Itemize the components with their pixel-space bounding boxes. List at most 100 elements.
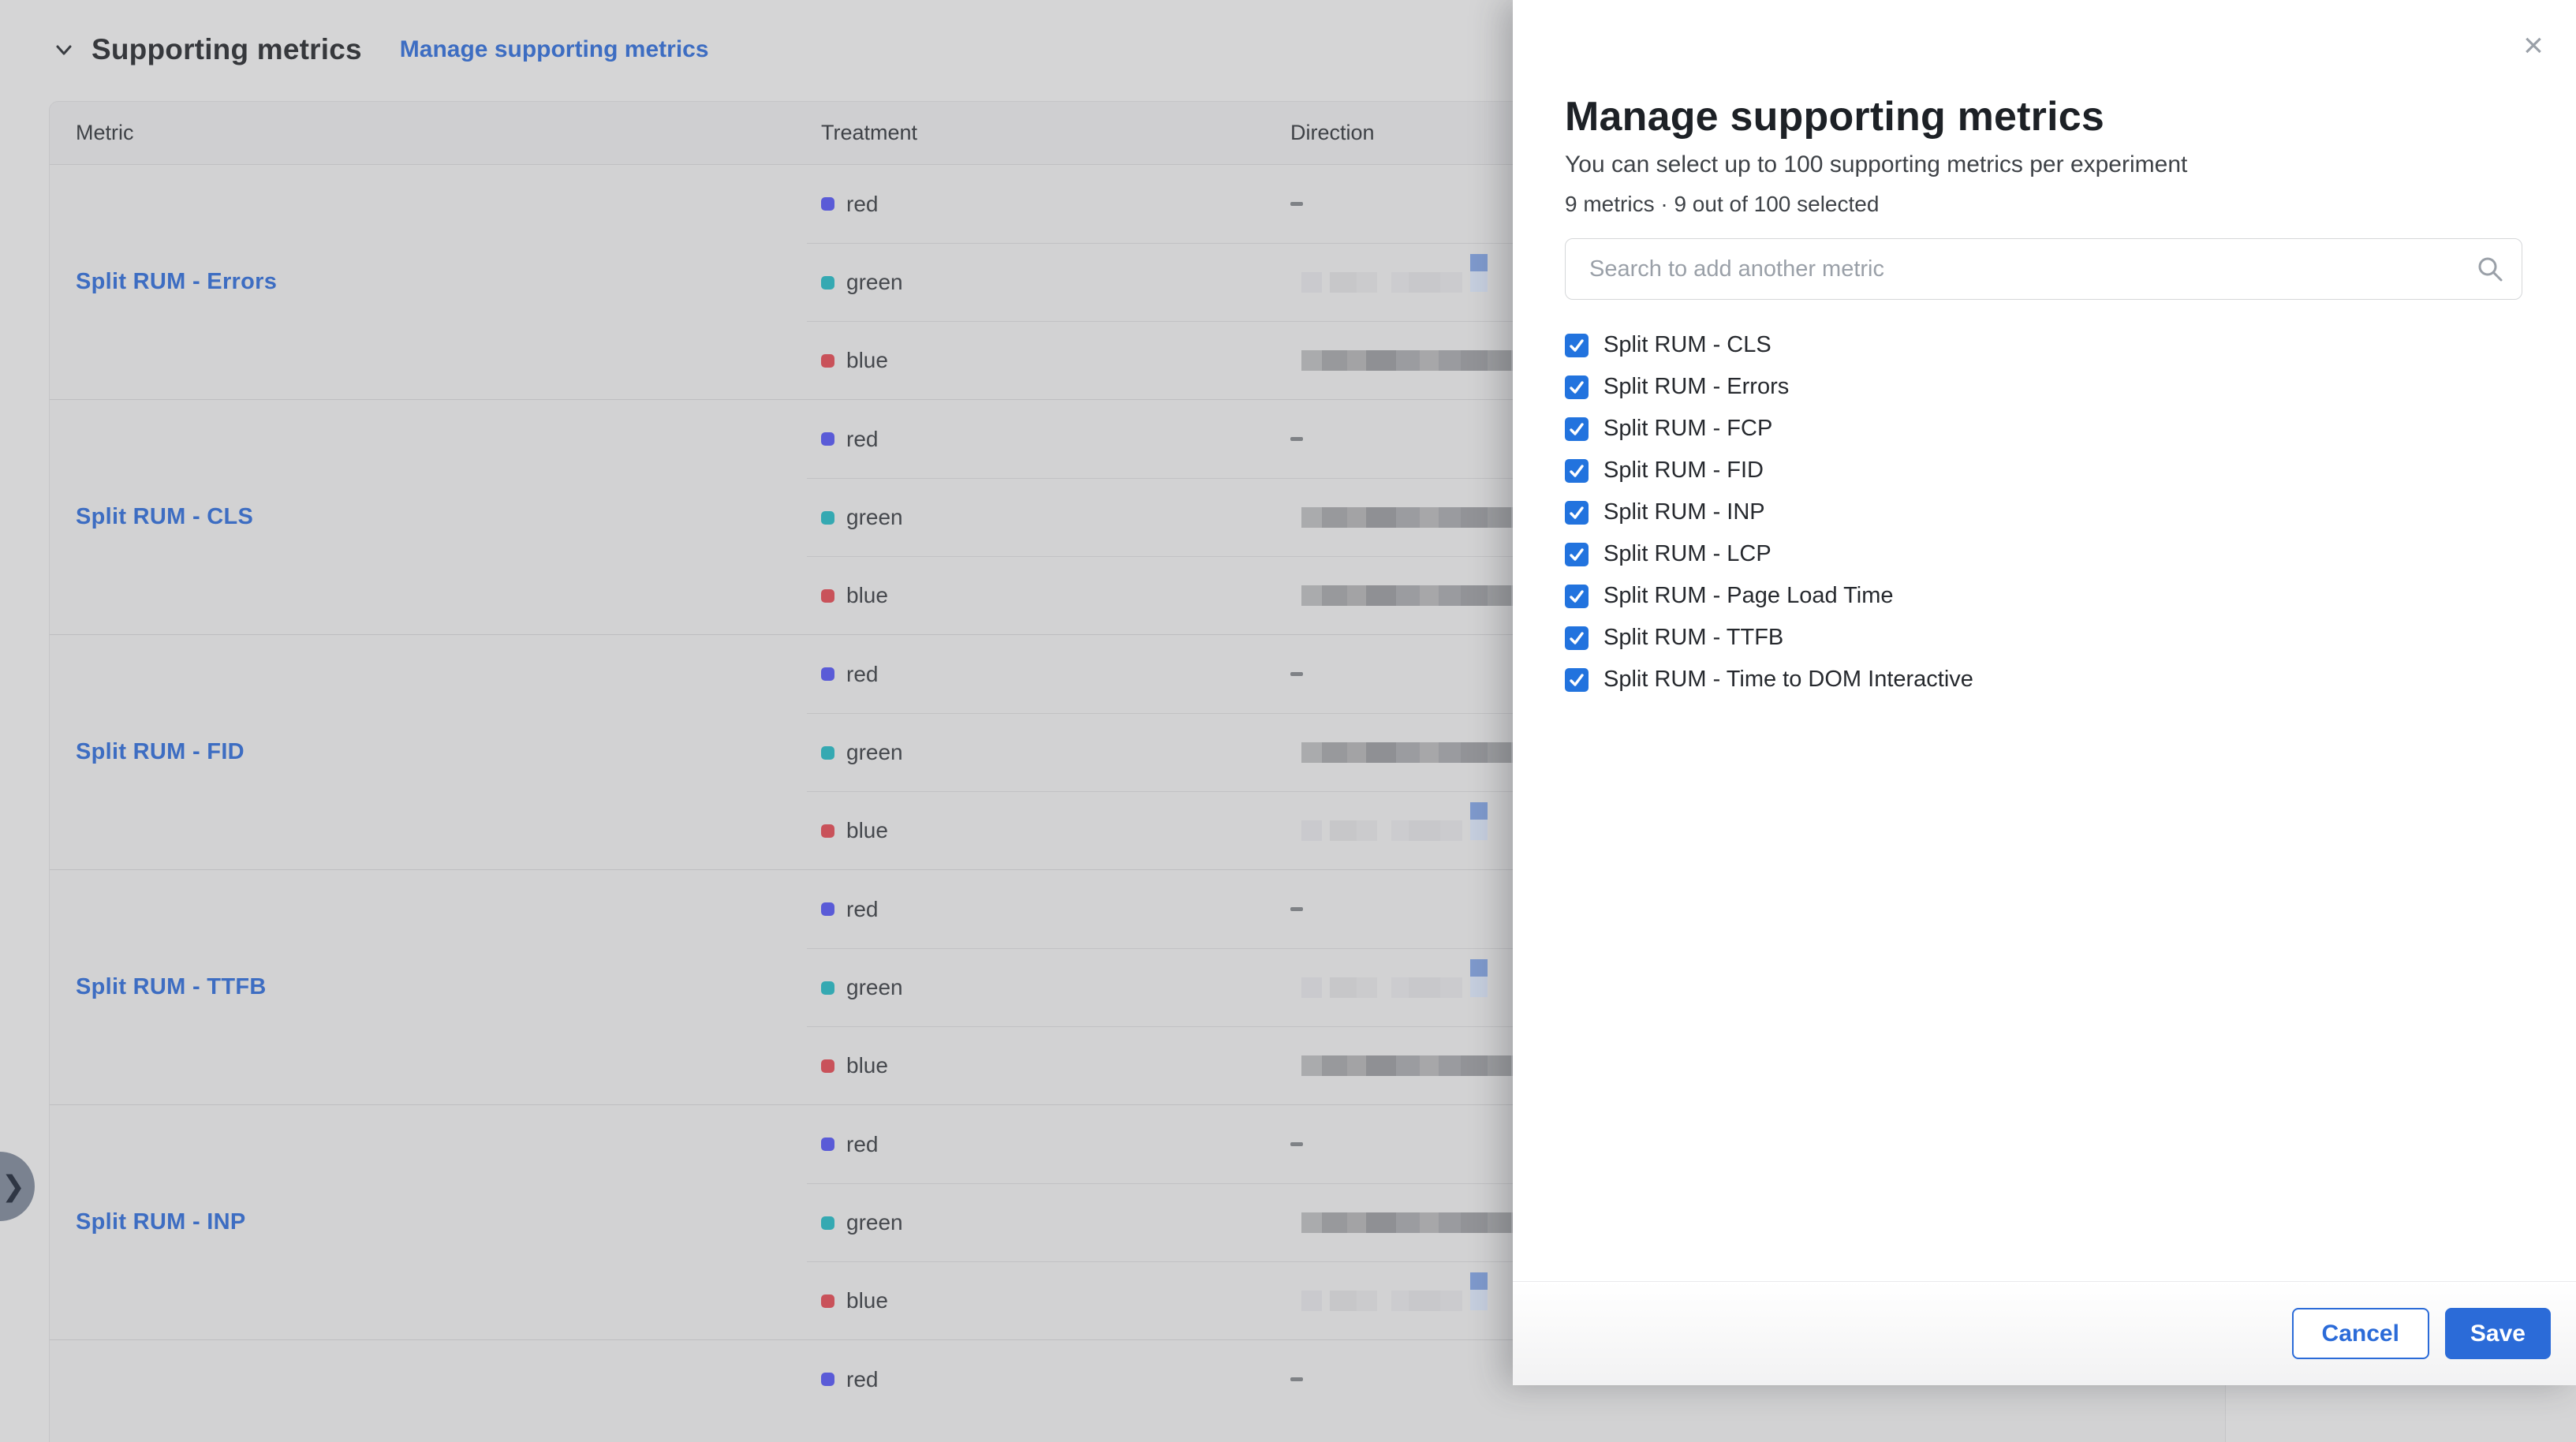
chevron-down-icon[interactable]: [52, 38, 76, 62]
close-icon[interactable]: ×: [2511, 24, 2555, 68]
treatment-label: red: [846, 1366, 879, 1392]
checkbox-checked-icon[interactable]: [1565, 458, 1589, 483]
treatment-color-swatch: [821, 1294, 834, 1308]
redacted-direction-bars: [1301, 741, 1525, 764]
checkbox-checked-icon[interactable]: [1565, 626, 1589, 650]
treatment-color-swatch: [821, 275, 834, 290]
checkbox-checked-icon[interactable]: [1565, 500, 1589, 525]
checkbox-checked-icon[interactable]: [1565, 542, 1589, 566]
manage-supporting-metrics-link[interactable]: Manage supporting metrics: [399, 36, 709, 62]
metric-cell: Split RUM - FID: [50, 635, 807, 869]
treatment-cell: red: [807, 1132, 1240, 1157]
treatment-label: green: [846, 270, 903, 294]
metric-item-label: Split RUM - CLS: [1603, 332, 1771, 357]
treatment-cell: green: [807, 270, 1240, 295]
table-row: red: [807, 400, 2225, 478]
metric-link[interactable]: Split RUM - CLS: [76, 504, 254, 529]
metric-search-input[interactable]: [1565, 238, 2522, 300]
treatment-color-swatch: [821, 588, 834, 603]
metric-checkbox-item[interactable]: Split RUM - TTFB: [1565, 617, 2549, 659]
treatment-label: green: [846, 1210, 903, 1235]
treatment-color-swatch: [821, 981, 834, 995]
direction-dash: [1290, 1377, 1303, 1381]
checkbox-checked-icon[interactable]: [1565, 584, 1589, 608]
supporting-metrics-header: Supporting metrics Manage supporting met…: [52, 30, 709, 69]
metric-item-label: Split RUM - Errors: [1603, 374, 1790, 399]
metric-search: [1565, 238, 2522, 300]
table-row: red: [807, 870, 2225, 948]
expand-panel-handle-button[interactable]: ❯: [0, 1152, 35, 1221]
metric-checkbox-item[interactable]: Split RUM - LCP: [1565, 533, 2549, 575]
metric-link[interactable]: Split RUM - INP: [76, 1209, 246, 1235]
treatment-label: red: [846, 896, 879, 921]
checkbox-checked-icon[interactable]: [1565, 667, 1589, 692]
metric-link[interactable]: Split RUM - TTFB: [76, 974, 267, 999]
section-title: Supporting metrics: [91, 33, 362, 65]
metric-checkbox-list: Split RUM - CLS Split RUM - Errors Split…: [1565, 324, 2549, 700]
direction-cell: [1240, 741, 2225, 764]
column-header-metric: Metric: [76, 121, 134, 144]
metric-cell: Split RUM - INP: [50, 1105, 807, 1339]
metric-item-label: Split RUM - LCP: [1603, 541, 1771, 566]
metric-checkbox-item[interactable]: Split RUM - Page Load Time: [1565, 575, 2549, 617]
metric-checkbox-item[interactable]: Split RUM - FID: [1565, 450, 2549, 491]
treatment-cell: red: [807, 1367, 1240, 1392]
direction-dash: [1290, 437, 1303, 441]
treatment-label: blue: [846, 1288, 888, 1313]
direction-dash: [1290, 907, 1303, 911]
direction-cell: [1240, 1377, 2225, 1381]
checkbox-checked-icon[interactable]: [1565, 333, 1589, 357]
metric-item-label: Split RUM - Page Load Time: [1603, 583, 1894, 608]
metric-link[interactable]: Split RUM - Errors: [76, 269, 278, 294]
metric-item-label: Split RUM - INP: [1603, 499, 1765, 525]
treatment-color-swatch: [821, 902, 834, 916]
treatment-cell: green: [807, 505, 1240, 530]
treatment-cell: blue: [807, 1053, 1240, 1078]
treatment-color-swatch: [821, 432, 834, 446]
treatment-color-swatch: [821, 1138, 834, 1151]
save-button[interactable]: Save: [2444, 1308, 2551, 1359]
treatment-cell: red: [807, 897, 1240, 922]
treatment-color-swatch: [821, 353, 834, 368]
treatment-cell: green: [807, 975, 1240, 1000]
treatment-cell: green: [807, 740, 1240, 765]
treatment-cell: blue: [807, 348, 1240, 373]
cancel-button[interactable]: Cancel: [2291, 1308, 2429, 1359]
treatment-label: red: [846, 426, 879, 451]
chevron-right-icon: ❯: [1, 1170, 25, 1202]
treatment-color-swatch: [821, 1373, 834, 1386]
treatment-cell: green: [807, 1210, 1240, 1235]
metric-checkbox-item[interactable]: Split RUM - INP: [1565, 491, 2549, 533]
direction-bar-accent: [1470, 959, 1488, 997]
treatment-color-swatch: [821, 197, 834, 211]
direction-cell: [1240, 672, 2225, 676]
metric-item-label: Split RUM - Time to DOM Interactive: [1603, 667, 1973, 692]
direction-cell: [1240, 959, 2225, 999]
direction-dash: [1290, 672, 1303, 676]
table-row: red: [807, 1105, 2225, 1183]
checkbox-checked-icon[interactable]: [1565, 375, 1589, 399]
treatment-label: green: [846, 505, 903, 529]
drawer-subtitle: You can select up to 100 supporting metr…: [1565, 151, 2188, 177]
redacted-direction-bars: [1301, 959, 1488, 999]
treatment-color-swatch: [821, 824, 834, 838]
treatment-label: green: [846, 740, 903, 764]
metric-checkbox-item[interactable]: Split RUM - Time to DOM Interactive: [1565, 659, 2549, 700]
metric-checkbox-item[interactable]: Split RUM - CLS: [1565, 324, 2549, 366]
metric-checkbox-item[interactable]: Split RUM - FCP: [1565, 408, 2549, 450]
metric-link[interactable]: Split RUM - FID: [76, 739, 245, 764]
treatment-cell: blue: [807, 1288, 1240, 1313]
treatment-label: red: [846, 191, 879, 216]
metric-cell: Split RUM - CLS: [50, 400, 807, 634]
redacted-direction-bars: [1301, 254, 1488, 294]
column-header-treatment: Treatment: [821, 121, 918, 144]
treatment-color-swatch: [821, 667, 834, 681]
treatment-color-swatch: [821, 745, 834, 760]
treatment-label: blue: [846, 583, 888, 607]
metric-checkbox-item[interactable]: Split RUM - Errors: [1565, 366, 2549, 408]
metric-cell: Split RUM - TTFB: [50, 870, 807, 1104]
treatment-label: blue: [846, 348, 888, 372]
metric-cell: [50, 1340, 807, 1418]
treatment-cell: blue: [807, 583, 1240, 608]
checkbox-checked-icon[interactable]: [1565, 417, 1589, 441]
